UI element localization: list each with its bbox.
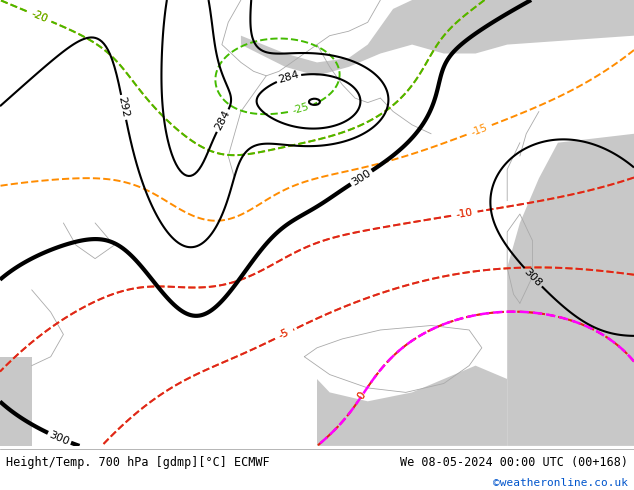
Text: 284: 284	[277, 70, 301, 85]
Polygon shape	[507, 134, 634, 446]
Polygon shape	[0, 357, 32, 446]
Text: 0: 0	[356, 390, 368, 401]
Text: 308: 308	[522, 266, 544, 289]
Text: 0: 0	[356, 390, 368, 401]
Text: -10: -10	[455, 207, 474, 220]
Text: -25: -25	[292, 102, 311, 116]
Text: 292: 292	[117, 96, 131, 119]
Polygon shape	[317, 366, 507, 446]
Text: 300: 300	[48, 429, 71, 447]
Text: -20: -20	[29, 8, 49, 24]
Text: -20: -20	[29, 8, 49, 24]
Text: 284: 284	[213, 109, 232, 132]
Polygon shape	[241, 0, 634, 76]
Text: -5: -5	[277, 327, 291, 341]
Text: 300: 300	[350, 168, 373, 187]
Text: Height/Temp. 700 hPa [gdmp][°C] ECMWF: Height/Temp. 700 hPa [gdmp][°C] ECMWF	[6, 456, 270, 469]
Text: -5: -5	[277, 327, 291, 341]
Text: -15: -15	[470, 122, 489, 138]
Text: We 08-05-2024 00:00 UTC (00+168): We 08-05-2024 00:00 UTC (00+168)	[399, 456, 628, 469]
Text: ©weatheronline.co.uk: ©weatheronline.co.uk	[493, 478, 628, 489]
Text: -10: -10	[455, 207, 474, 220]
